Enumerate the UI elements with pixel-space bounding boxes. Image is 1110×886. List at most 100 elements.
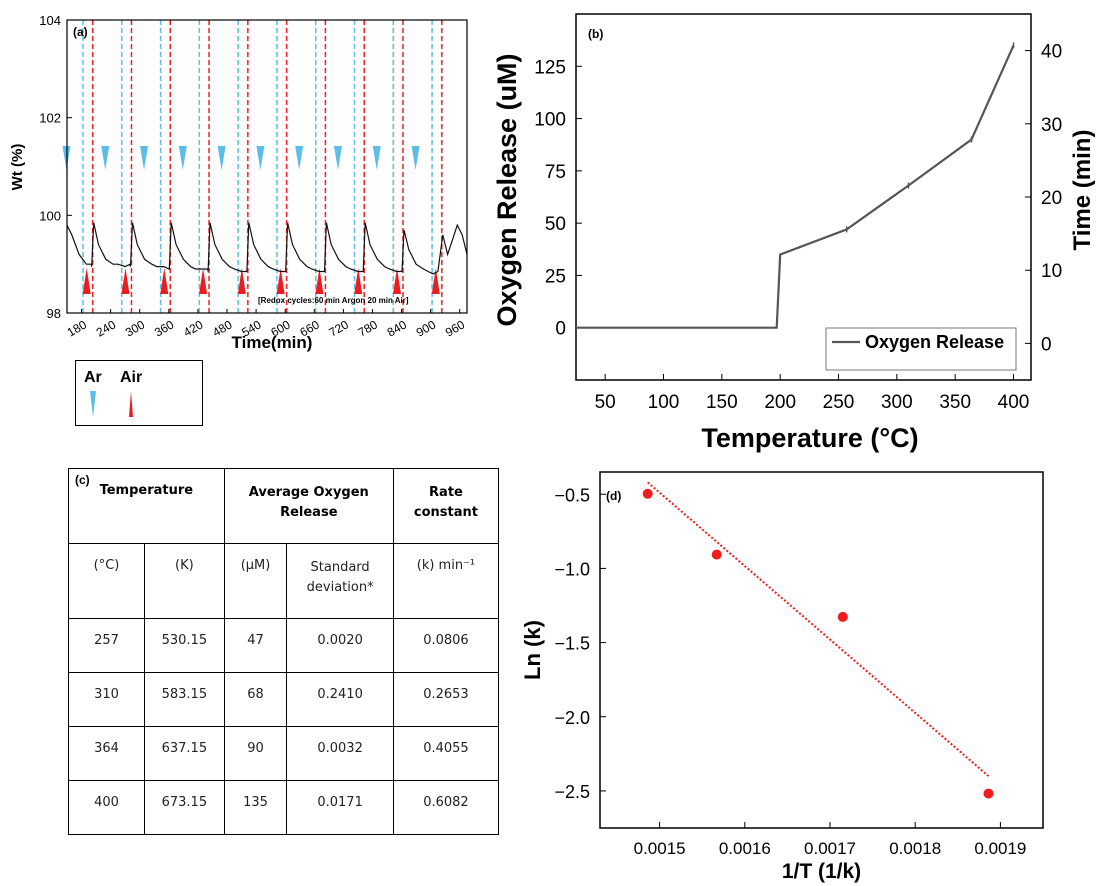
- legend-air-label: Air: [120, 369, 143, 386]
- table-sub-um: (μM): [223, 543, 288, 619]
- air-marker: [237, 268, 246, 294]
- air-marker: [160, 268, 169, 294]
- data-point-d: [711, 549, 722, 560]
- y-axis-label-a: Wt (%): [9, 144, 26, 191]
- ar-marker: [178, 146, 187, 170]
- y2-tick-label-b: 0: [1041, 334, 1052, 355]
- legend-ar-marker: [90, 391, 96, 417]
- legend-a: Ar Air: [75, 360, 203, 426]
- y-tick-label-b: 50: [545, 214, 566, 235]
- y-tick-label-a: 100: [39, 208, 61, 223]
- ar-marker: [295, 146, 304, 170]
- table-header-rate: Rate constant: [392, 468, 500, 544]
- air-marker: [393, 268, 401, 294]
- chart-d: −0.5 −1.0 −1.5 −2.0 −2.5 0.0015 0.0016 0.0017 0.…: [520, 471, 1044, 883]
- x-axis-label-a: Time(min): [232, 333, 313, 352]
- y-tick-label-a: 102: [39, 111, 61, 126]
- table-sub-c: (°C): [67, 543, 146, 619]
- plot-frame-b: [575, 13, 1032, 381]
- air-marker: [315, 268, 324, 294]
- legend-a-markers: [90, 391, 133, 417]
- chart-b: 0 25 50 75 100 125 0 10 20 30 40 50 100 150 200 250 300 3…: [492, 13, 1096, 453]
- panel-c-label: (c): [75, 473, 90, 487]
- x-tick-label-d: 0.0016: [719, 839, 771, 858]
- x-tick-label-a: 780: [356, 317, 381, 339]
- y-tick-label-d: −1.5: [554, 634, 590, 654]
- ar-marker: [256, 146, 265, 170]
- table-c: (c) Temperature Average Oxygen Release R…: [67, 468, 500, 835]
- ar-marker: [372, 146, 381, 170]
- table-row: 364 637.15 90 0.0032 0.4055: [67, 726, 500, 781]
- y-tick-label-a: 98: [47, 306, 61, 321]
- x-tick-label-a: 180: [65, 317, 90, 339]
- panel-d-label: (d): [606, 489, 621, 503]
- x-tick-label-b: 150: [706, 392, 738, 413]
- y-tick-label-b: 0: [555, 319, 566, 340]
- y-tick-label-b: 100: [534, 110, 566, 131]
- table-sub-sd: Standard deviation*: [286, 543, 394, 619]
- x-tick-label-a: 420: [181, 317, 206, 339]
- x-tick-label-a: 900: [414, 317, 439, 339]
- x-axis-label-d: 1/T (1/k): [782, 860, 861, 883]
- air-marker: [121, 268, 130, 294]
- y-tick-label-b: 125: [534, 57, 566, 78]
- data-point-d: [642, 488, 653, 499]
- air-marker: [82, 268, 91, 294]
- x-tick-label-a: 240: [94, 317, 119, 339]
- series-line-a: [66, 222, 468, 275]
- x-tick-label-d: 0.0019: [974, 839, 1026, 858]
- y-tick-label-d: −1.0: [554, 559, 590, 579]
- table-row: 257 530.15 47 0.0020 0.0806: [67, 618, 500, 673]
- legend-ar-label: Ar: [84, 369, 102, 386]
- x-tick-label-b: 50: [595, 392, 616, 413]
- x-axis-label-b: Temperature (°C): [701, 423, 918, 453]
- ar-marker: [101, 146, 110, 170]
- legend-b: [825, 327, 1017, 371]
- annotation-a: [Redox cycles:60 min Argon 20 min Air]: [258, 296, 409, 305]
- table-row: 400 673.15 135 0.0171 0.6082: [67, 780, 500, 835]
- y-tick-label-d: −0.5: [554, 485, 590, 505]
- x-tick-label-d: 0.0017: [804, 839, 856, 858]
- ar-marker: [217, 146, 226, 170]
- x-tick-label-a: 300: [123, 317, 148, 339]
- x-tick-label-b: 100: [648, 392, 680, 413]
- x-tick-label-b: 250: [823, 392, 855, 413]
- y2-tick-label-b: 20: [1041, 188, 1062, 209]
- data-point-d: [983, 788, 994, 799]
- x-tick-label-a: 720: [327, 317, 352, 339]
- y-tick-label-d: −2.5: [554, 782, 590, 802]
- air-marker: [199, 268, 208, 294]
- legend-air-marker: [129, 391, 133, 417]
- y-tick-label-a: 104: [39, 13, 61, 28]
- table-row: 310 583.15 68 0.2410 0.2653: [67, 672, 500, 727]
- y-axis-label-d: Ln (k): [520, 620, 545, 680]
- ar-marker: [333, 146, 342, 170]
- x-tick-label-d: 0.0018: [889, 839, 941, 858]
- x-tick-label-b: 350: [939, 392, 971, 413]
- x-tick-label-b: 400: [998, 392, 1030, 413]
- y2-axis-label-b: Time (min): [1069, 130, 1096, 251]
- ar-marker: [140, 146, 149, 170]
- y-tick-label-b: 25: [545, 266, 566, 287]
- plot-frame-d: [599, 471, 1044, 829]
- panel-b-label: (b): [588, 27, 603, 41]
- y2-tick-label-b: 10: [1041, 261, 1062, 282]
- y-tick-label-d: −2.0: [554, 708, 590, 728]
- y-tick-label-b: 75: [545, 162, 566, 183]
- series-line-b: [576, 44, 1015, 329]
- table-header-avg-release: Average Oxygen Release: [223, 468, 394, 544]
- panel-a-label: (a): [73, 25, 88, 39]
- table-sub-k: (K): [144, 543, 225, 619]
- y2-tick-label-b: 30: [1041, 115, 1062, 136]
- air-marker: [431, 268, 440, 294]
- data-point-d: [837, 611, 848, 622]
- legend-b-label: Oxygen Release: [865, 332, 1004, 352]
- y-axis-label-b: Oxygen Release (uM): [492, 53, 522, 326]
- air-marker: [276, 268, 285, 294]
- fit-line-d: [647, 481, 990, 777]
- ar-marker: [411, 146, 420, 170]
- y2-tick-label-b: 40: [1041, 42, 1062, 63]
- x-tick-label-a: 840: [385, 317, 410, 339]
- table-header-temperature: (c) Temperature: [68, 468, 225, 544]
